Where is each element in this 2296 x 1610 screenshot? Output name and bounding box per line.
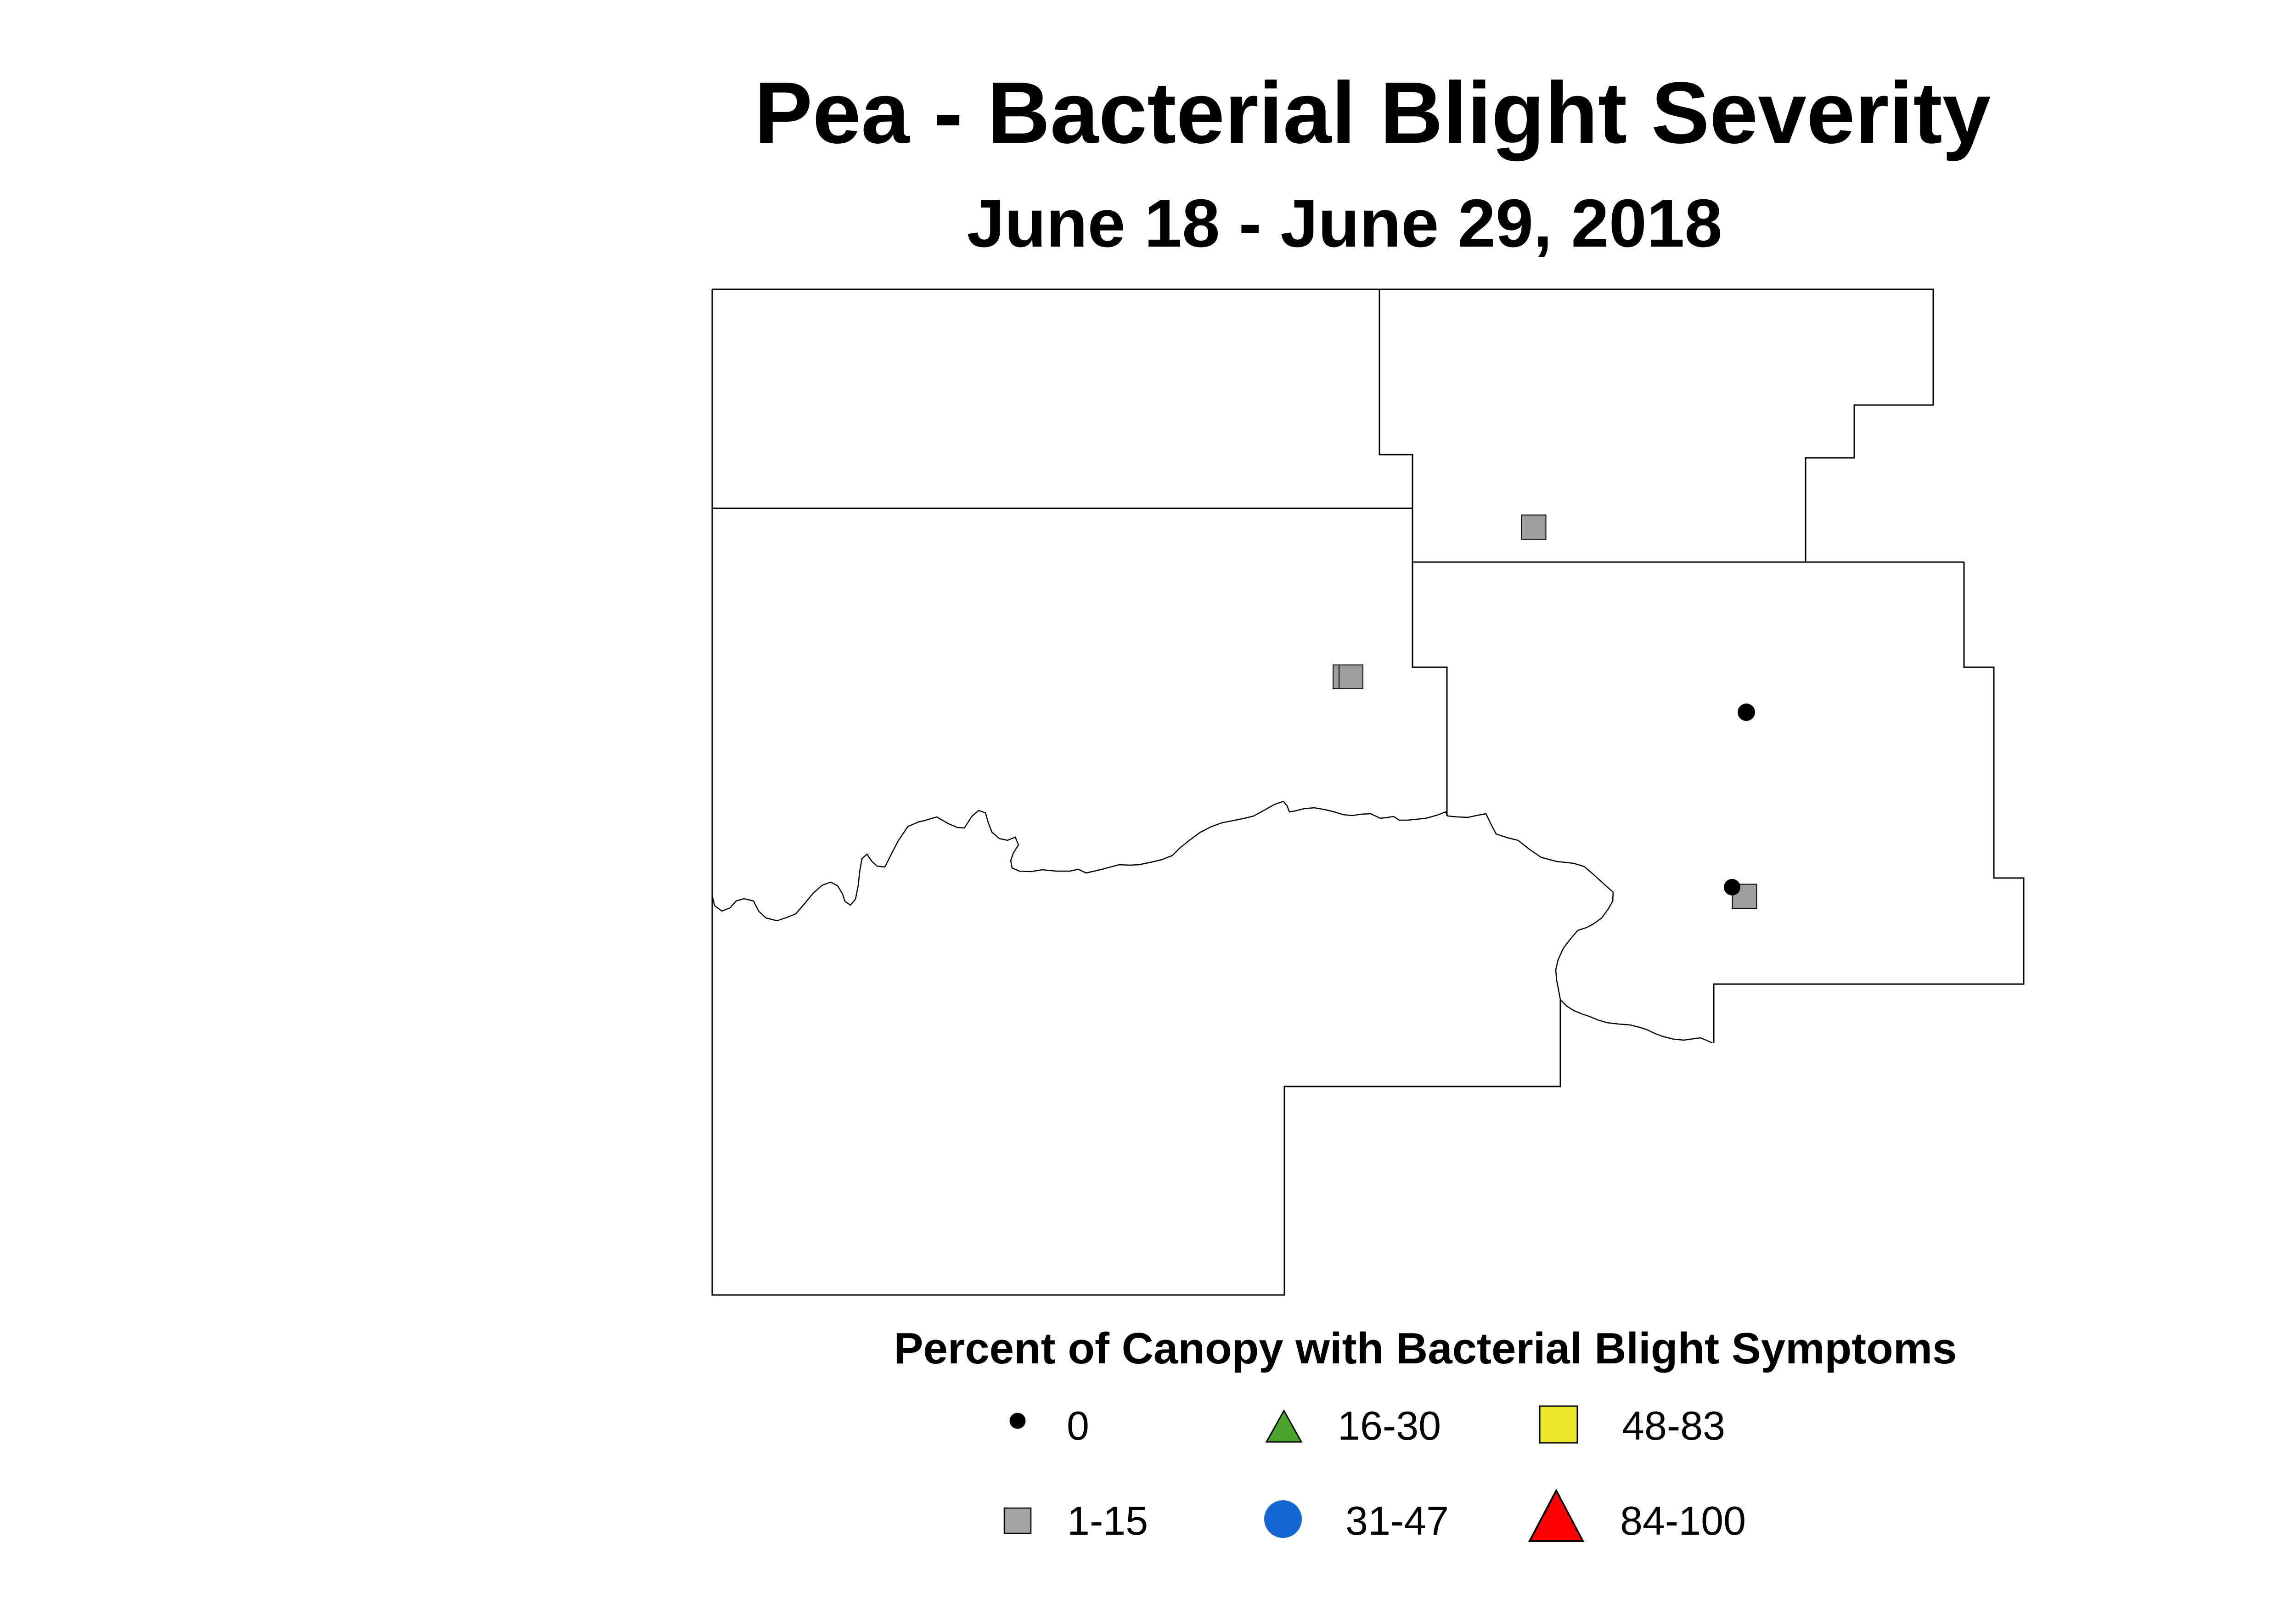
map-marker-0 — [1724, 879, 1740, 895]
legend-title: Percent of Canopy with Bacterial Blight … — [894, 1324, 1957, 1373]
map-markers — [1333, 514, 1757, 909]
map-marker-0 — [1738, 704, 1755, 721]
map-marker-1-15 — [1339, 664, 1363, 689]
county-boundary-east — [1713, 562, 2025, 1043]
legend-label-0: 0 — [1067, 1403, 1089, 1448]
legend-symbol-31-47-circle-icon — [1264, 1500, 1302, 1538]
legend-label-16-30: 16-30 — [1338, 1403, 1441, 1448]
river-line — [711, 800, 1713, 1044]
legend-symbol-16-30-triangle-icon — [1265, 1409, 1303, 1443]
page-title: Pea - Bacterial Blight Severity — [754, 64, 1991, 162]
county-divider-north — [1379, 289, 1413, 562]
legend-symbol-48-83-square-icon — [1539, 1405, 1578, 1444]
county-boundary-top-right — [712, 288, 1934, 562]
legend-label-1-15: 1-15 — [1067, 1498, 1148, 1543]
page-subtitle: June 18 - June 29, 2018 — [967, 186, 1722, 261]
county-boundary-left-bottom — [711, 289, 1561, 1296]
map-marker-1-15 — [1521, 514, 1547, 540]
map-svg — [711, 288, 2025, 1296]
legend-symbol-84-100-triangle-icon — [1528, 1488, 1585, 1542]
legend-label-84-100: 84-100 — [1620, 1498, 1746, 1543]
legend-symbol-0-dot-icon — [1009, 1413, 1026, 1429]
legend-label-48-83: 48-83 — [1622, 1403, 1726, 1448]
legend-label-31-47: 31-47 — [1345, 1498, 1449, 1543]
legend-symbol-1-15-square-icon — [1003, 1507, 1032, 1534]
county-divider-central — [1412, 562, 1448, 816]
